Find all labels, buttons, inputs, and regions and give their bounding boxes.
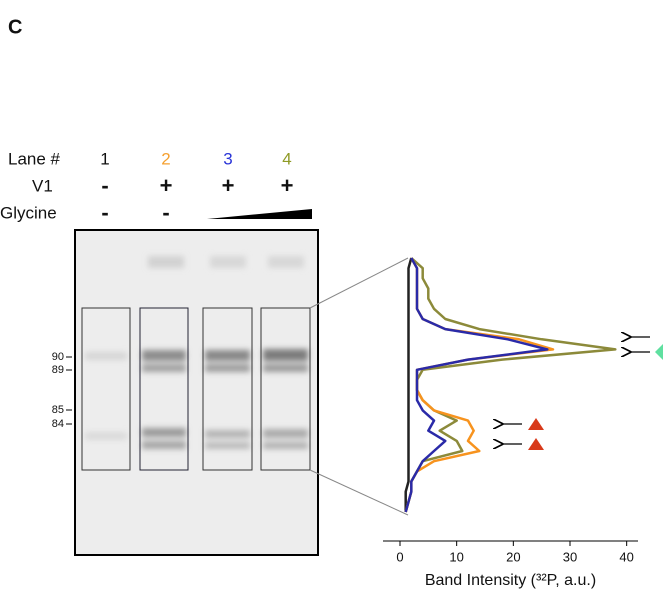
- x-tick-label: 20: [506, 549, 520, 564]
- triangle-marker: [528, 418, 544, 430]
- gel: [75, 230, 318, 555]
- lane-number: 2: [161, 149, 170, 168]
- panel-label: C: [8, 16, 22, 38]
- connector: [310, 258, 408, 308]
- v1-sign: +: [222, 173, 235, 198]
- x-tick-label: 40: [619, 549, 633, 564]
- v1-sign: +: [281, 173, 294, 198]
- profile-line: [406, 258, 412, 512]
- x-tick-label: 10: [449, 549, 463, 564]
- x-tick-label: 30: [563, 549, 577, 564]
- figure: C Lane # V1 Glycine 1--2+-3+4+90898584: [0, 0, 663, 595]
- glycine-sign: -: [101, 200, 108, 225]
- marker-label: 84: [52, 418, 64, 430]
- marker-label: 90: [52, 351, 64, 363]
- lane-number: 3: [223, 149, 232, 168]
- marker-label: 85: [52, 404, 64, 416]
- row-label: Lane #: [8, 149, 61, 168]
- profile-line: [406, 258, 616, 512]
- glycine-ramp: [207, 209, 312, 219]
- x-tick-label: 0: [396, 549, 403, 564]
- glycine-sign: -: [162, 200, 169, 225]
- v1-sign: -: [101, 173, 108, 198]
- triangle-marker: [528, 438, 544, 450]
- marker-label: 89: [52, 364, 64, 376]
- lane-number: 4: [282, 149, 291, 168]
- row-label: V1: [32, 176, 53, 195]
- v1-sign: +: [160, 173, 173, 198]
- connector: [310, 470, 408, 515]
- x-axis-label: Band Intensity (³²P, a.u.): [425, 572, 596, 589]
- profile-line: [406, 258, 548, 512]
- row-label: Glycine: [0, 203, 57, 222]
- lane-number: 1: [100, 149, 109, 168]
- star-marker: [655, 344, 663, 360]
